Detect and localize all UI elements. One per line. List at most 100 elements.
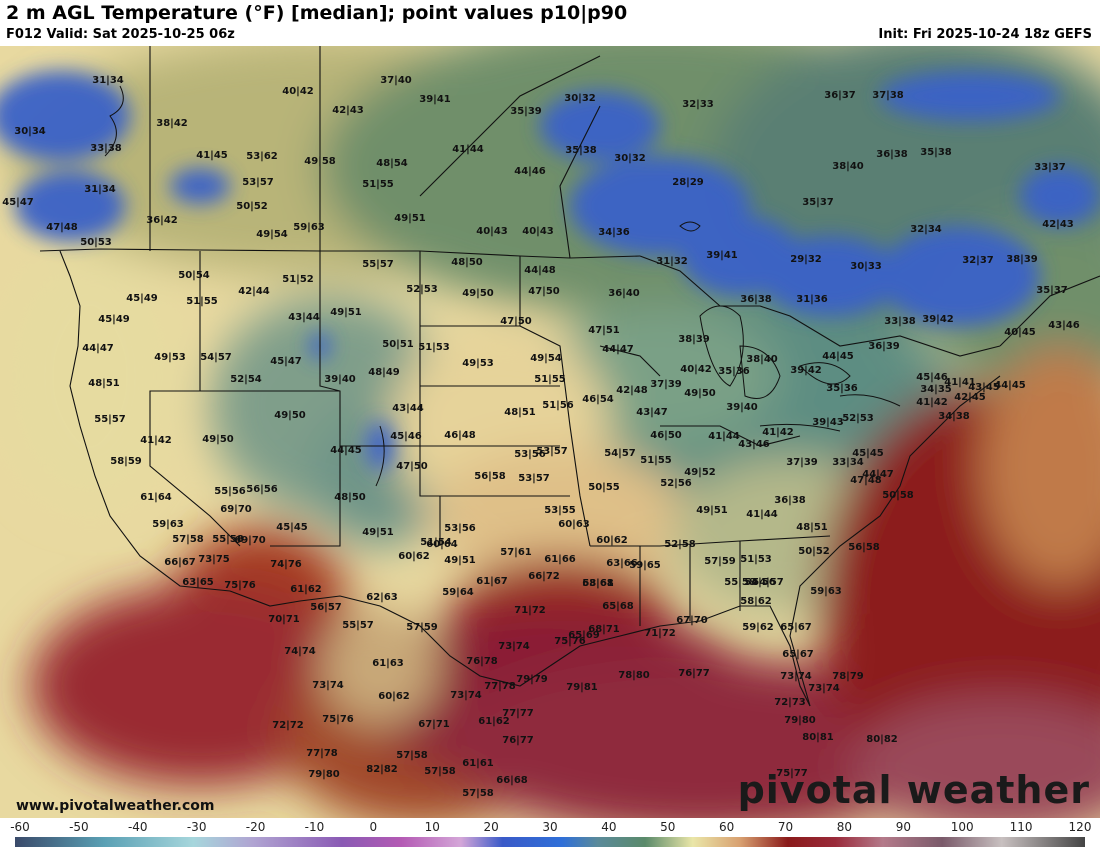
point-value-label: 46|48 <box>444 430 476 441</box>
point-value-label: 55|56 <box>214 486 246 497</box>
point-value-label: 49|50 <box>462 288 494 299</box>
point-value-label: 40|42 <box>282 86 314 97</box>
point-value-label: 77|78 <box>306 748 338 759</box>
point-value-label: 77|78 <box>484 681 516 692</box>
colorbar-ticks: -60 -50 -40 -30 -20 -10 0 10 20 30 40 50 60 70 80 90 100… <box>0 818 1100 836</box>
point-value-label: 55|58 <box>212 534 244 545</box>
point-value-label: 82|82 <box>366 764 398 775</box>
point-value-label: 61|63 <box>372 658 404 669</box>
point-value-label: 73|74 <box>780 671 812 682</box>
point-value-label: 55|57 <box>362 259 394 270</box>
point-value-label: 48|50 <box>451 257 483 268</box>
point-value-label: 51|54 <box>420 537 452 548</box>
point-value-label: 36|37 <box>824 90 856 101</box>
point-value-label: 33|37 <box>1034 162 1066 173</box>
point-value-label: 49|50 <box>274 410 306 421</box>
point-value-label: 40|43 <box>476 226 508 237</box>
point-value-label: 39|42 <box>922 314 954 325</box>
point-value-label: 70|71 <box>268 614 300 625</box>
point-value-label: 67|71 <box>418 719 450 730</box>
colorbar-tick-label: -40 <box>127 820 148 834</box>
valid-time: F012 Valid: Sat 2025-10-25 06z <box>6 27 235 42</box>
point-value-label: 73|74 <box>450 690 482 701</box>
point-value-label: 44|47 <box>862 469 894 480</box>
point-value-label: 57|59 <box>704 556 736 567</box>
point-value-label: 40|45 <box>1004 327 1036 338</box>
point-value-label: 65|69 <box>568 630 600 641</box>
point-value-label: 76|77 <box>502 735 534 746</box>
point-value-label: 72|72 <box>272 720 304 731</box>
point-value-label: 47|50 <box>528 286 560 297</box>
point-value-label: 48|51 <box>504 407 536 418</box>
point-value-label: 80|81 <box>802 732 834 743</box>
point-value-label: 37|40 <box>380 75 412 86</box>
point-value-label: 38|42 <box>156 118 188 129</box>
point-value-label: 49|54 <box>530 353 562 364</box>
point-value-label: 46|54 <box>582 394 614 405</box>
point-value-label: 41|44 <box>452 144 484 155</box>
point-value-label: 39|42 <box>790 365 822 376</box>
point-value-label: 56|58 <box>848 542 880 553</box>
point-value-label: 43|44 <box>392 403 424 414</box>
point-value-label: 74|74 <box>284 646 316 657</box>
point-value-label: 36|38 <box>876 149 908 160</box>
site-watermark: www.pivotalweather.com <box>16 798 215 814</box>
point-value-label: 34|36 <box>598 227 630 238</box>
point-value-label: 55|57 <box>94 414 126 425</box>
point-value-label: 47|51 <box>588 325 620 336</box>
point-value-label: 49|51 <box>362 527 394 538</box>
colorbar-tick-label: -20 <box>245 820 266 834</box>
point-value-label: 38|39 <box>678 334 710 345</box>
chart-title: 2 m AGL Temperature (°F) [median]; point… <box>6 2 628 24</box>
point-value-label: 60|64 <box>426 539 458 550</box>
point-value-label: 44|48 <box>524 265 556 276</box>
point-value-label: 49|52 <box>684 467 716 478</box>
point-value-label: 41|41 <box>944 377 976 388</box>
point-value-label: 54|56 <box>744 577 776 588</box>
point-value-label: 79|81 <box>566 682 598 693</box>
colorbar-tick-label: 70 <box>777 820 794 834</box>
point-value-label: 38|40 <box>746 354 778 365</box>
point-value-label: 34|35 <box>920 384 952 395</box>
point-value-label: 56|57 <box>310 602 342 613</box>
point-value-label: 33|34 <box>832 457 864 468</box>
point-value-label: 32|37 <box>962 255 994 266</box>
point-value-label: 55|57 <box>342 620 374 631</box>
colorbar-tick-label: 60 <box>719 820 735 834</box>
point-value-label: 35|36 <box>718 366 750 377</box>
point-value-label: 47|50 <box>396 461 428 472</box>
point-value-label: 51|55 <box>534 374 566 385</box>
point-value-label: 60|62 <box>398 551 430 562</box>
point-value-label: 51|55 <box>362 179 394 190</box>
point-value-label: 44|46 <box>514 166 546 177</box>
colorbar-tick-label: 80 <box>836 820 853 834</box>
point-value-label: 61|67 <box>476 576 508 587</box>
point-value-label: 33|38 <box>884 316 916 327</box>
point-value-label: 61|62 <box>290 584 322 595</box>
temperature-map: 31|34 30|34 33|38 31|34 45|47 47|48 50|53 38|42… <box>0 46 1100 818</box>
point-value-label: 40|43 <box>522 226 554 237</box>
point-value-label: 47|48 <box>46 222 78 233</box>
point-value-label: 49|51 <box>444 555 476 566</box>
point-value-label: 73|74 <box>312 680 344 691</box>
point-value-label: 53|57 <box>536 446 568 457</box>
point-value-label: 54|57 <box>200 352 232 363</box>
point-value-label: 53|56 <box>444 523 476 534</box>
point-value-label: 51|55 <box>186 296 218 307</box>
point-value-label: 44|47 <box>602 344 634 355</box>
point-value-label: 79|80 <box>308 769 340 780</box>
point-value-label: 41|44 <box>708 431 740 442</box>
point-value-label: 61|61 <box>462 758 494 769</box>
point-value-label: 53|57 <box>518 473 550 484</box>
point-value-label: 50|52 <box>798 546 830 557</box>
point-value-label: 61|66 <box>544 554 576 565</box>
point-value-label: 60|62 <box>378 691 410 702</box>
point-value-label: 41|42 <box>762 427 794 438</box>
point-value-label: 41|42 <box>140 435 172 446</box>
point-value-label: 44|45 <box>822 351 854 362</box>
point-value-label: 30|33 <box>850 261 882 272</box>
point-value-label: 78|80 <box>618 670 650 681</box>
point-value-label: 31|36 <box>796 294 828 305</box>
point-value-label: 45|46 <box>916 372 948 383</box>
point-value-label: 65|67 <box>780 622 812 633</box>
